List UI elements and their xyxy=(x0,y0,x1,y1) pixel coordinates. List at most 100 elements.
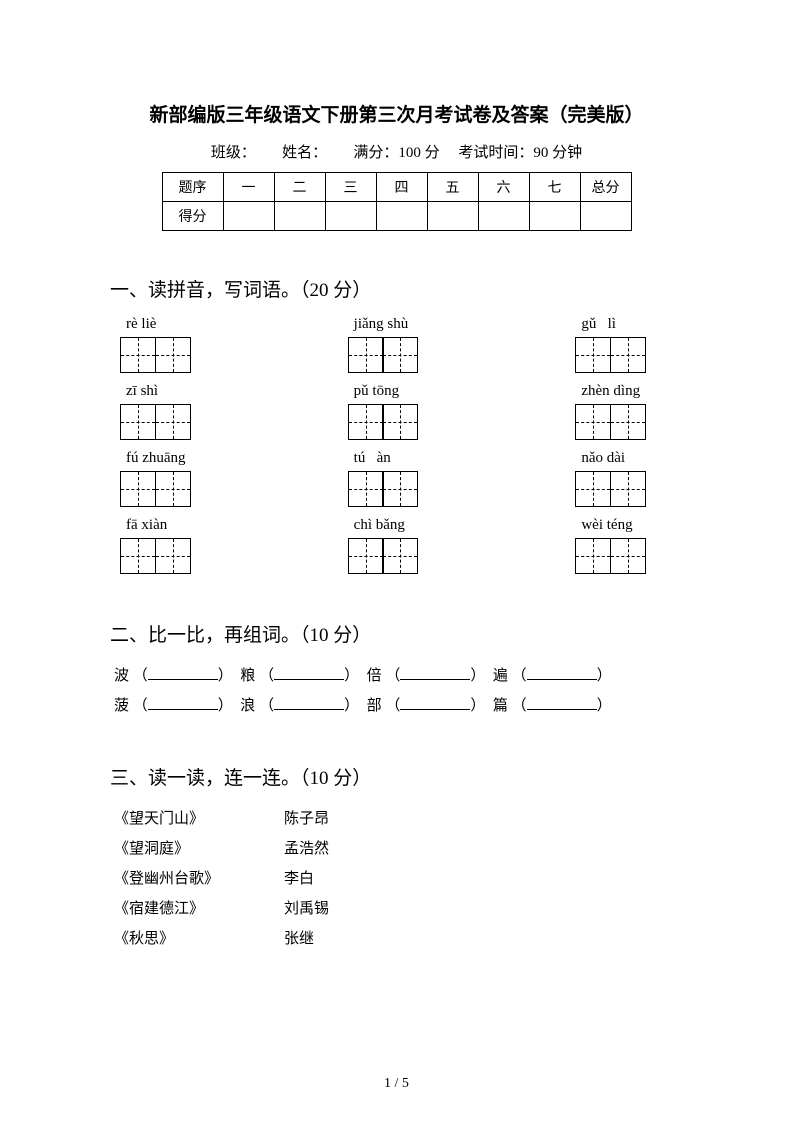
tianzi-box xyxy=(348,471,384,507)
tianzi-pair xyxy=(120,337,191,373)
header-cell: 总分 xyxy=(580,173,631,202)
header-cell: 题序 xyxy=(162,173,223,202)
empty-cell xyxy=(529,202,580,231)
empty-cell xyxy=(274,202,325,231)
q3-block: 《望天门山》陈子昂 《望洞庭》孟浩然 《登幽州台歌》李白 《宿建德江》刘禹锡 《… xyxy=(114,804,683,954)
tianzi-box xyxy=(575,404,611,440)
tianzi-box xyxy=(610,538,646,574)
pinyin-cell: zī shì xyxy=(120,383,228,440)
pinyin-label: gǔ lì xyxy=(581,316,616,333)
pinyin-label: zhèn dìng xyxy=(581,383,640,400)
q3-row: 《宿建德江》刘禹锡 xyxy=(114,894,683,924)
empty-cell xyxy=(223,202,274,231)
tianzi-pair xyxy=(120,404,191,440)
q3-row: 《秋思》张继 xyxy=(114,924,683,954)
pinyin-cell: jiǎng shù xyxy=(348,316,456,373)
blank xyxy=(274,695,344,710)
q3-row: 《望洞庭》孟浩然 xyxy=(114,834,683,864)
pinyin-label: fā xiàn xyxy=(126,517,167,534)
tianzi-box xyxy=(155,538,191,574)
pinyin-cell: fā xiàn xyxy=(120,517,228,574)
char: 菠 xyxy=(114,698,129,714)
char: 波 xyxy=(114,668,129,684)
pinyin-label: jiǎng shù xyxy=(354,316,409,333)
tianzi-pair xyxy=(120,538,191,574)
q3-row: 《望天门山》陈子昂 xyxy=(114,804,683,834)
page-title: 新部编版三年级语文下册第三次月考试卷及答案（完美版） xyxy=(110,100,683,127)
header-cell: 一 xyxy=(223,173,274,202)
pinyin-label: nǎo dài xyxy=(581,450,625,467)
tianzi-box xyxy=(348,337,384,373)
class-label: 班级： xyxy=(211,145,256,161)
info-line: 班级： 姓名： 满分：100 分 考试时间：90 分钟 xyxy=(110,141,683,162)
tianzi-box xyxy=(575,538,611,574)
author: 刘禹锡 xyxy=(284,894,329,924)
pinyin-label: fú zhuāng xyxy=(126,450,186,467)
time-value: 90 分钟 xyxy=(533,145,582,161)
pinyin-label: chì bǎng xyxy=(354,517,405,534)
tianzi-box xyxy=(382,538,418,574)
char: 浪 xyxy=(240,698,255,714)
pinyin-cell: wèi téng xyxy=(575,517,683,574)
tianzi-pair xyxy=(575,471,646,507)
blank xyxy=(148,695,218,710)
poem-title: 《望洞庭》 xyxy=(114,834,284,864)
pinyin-cell: zhèn dìng xyxy=(575,383,683,440)
tianzi-box xyxy=(120,538,156,574)
pinyin-label: pǔ tōng xyxy=(354,383,399,400)
table-row: 得分 xyxy=(162,202,631,231)
char: 部 xyxy=(367,698,382,714)
blank xyxy=(274,665,344,680)
tianzi-box xyxy=(382,404,418,440)
header-cell: 四 xyxy=(376,173,427,202)
tianzi-box xyxy=(575,471,611,507)
tianzi-box xyxy=(348,404,384,440)
char: 倍 xyxy=(367,668,382,684)
tianzi-pair xyxy=(348,337,419,373)
blank xyxy=(148,665,218,680)
pinyin-label: rè liè xyxy=(126,316,156,333)
full-label: 满分： xyxy=(353,145,398,161)
author: 张继 xyxy=(284,924,314,954)
tianzi-box xyxy=(575,337,611,373)
q2-line: 波 （） 粮 （） 倍 （） 遍 （） xyxy=(114,661,683,691)
table-row: 题序 一 二 三 四 五 六 七 总分 xyxy=(162,173,631,202)
time-label: 考试时间： xyxy=(458,145,533,161)
tianzi-pair xyxy=(348,404,419,440)
row-label: 得分 xyxy=(162,202,223,231)
q2-block: 波 （） 粮 （） 倍 （） 遍 （） 菠 （） 浪 （） 部 （） 篇 （） xyxy=(114,661,683,721)
tianzi-box xyxy=(120,471,156,507)
pinyin-cell: rè liè xyxy=(120,316,228,373)
pinyin-label: zī shì xyxy=(126,383,158,400)
tianzi-box xyxy=(348,538,384,574)
pinyin-cell: chì bǎng xyxy=(348,517,456,574)
empty-cell xyxy=(376,202,427,231)
pinyin-label: tú àn xyxy=(354,450,391,467)
tianzi-box xyxy=(382,471,418,507)
pinyin-cell: fú zhuāng xyxy=(120,450,228,507)
pinyin-cell: gǔ lì xyxy=(575,316,683,373)
blank xyxy=(400,695,470,710)
tianzi-box xyxy=(155,337,191,373)
poem-title: 《登幽州台歌》 xyxy=(114,864,284,894)
q3-row: 《登幽州台歌》李白 xyxy=(114,864,683,894)
empty-cell xyxy=(478,202,529,231)
char: 篇 xyxy=(493,698,508,714)
tianzi-box xyxy=(120,337,156,373)
tianzi-pair xyxy=(120,471,191,507)
tianzi-pair xyxy=(575,337,646,373)
tianzi-box xyxy=(610,471,646,507)
tianzi-pair xyxy=(348,538,419,574)
poem-title: 《望天门山》 xyxy=(114,804,284,834)
empty-cell xyxy=(325,202,376,231)
header-cell: 二 xyxy=(274,173,325,202)
char: 粮 xyxy=(240,668,255,684)
tianzi-pair xyxy=(575,404,646,440)
score-table: 题序 一 二 三 四 五 六 七 总分 得分 xyxy=(162,172,632,231)
header-cell: 三 xyxy=(325,173,376,202)
pinyin-row: fā xiàn chì bǎng wèi téng xyxy=(120,517,683,574)
section1-header: 一、读拼音，写词语。（20 分） xyxy=(110,275,683,302)
pinyin-row: rè liè jiǎng shù gǔ lì xyxy=(120,316,683,373)
pinyin-label: wèi téng xyxy=(581,517,632,534)
blank xyxy=(527,665,597,680)
